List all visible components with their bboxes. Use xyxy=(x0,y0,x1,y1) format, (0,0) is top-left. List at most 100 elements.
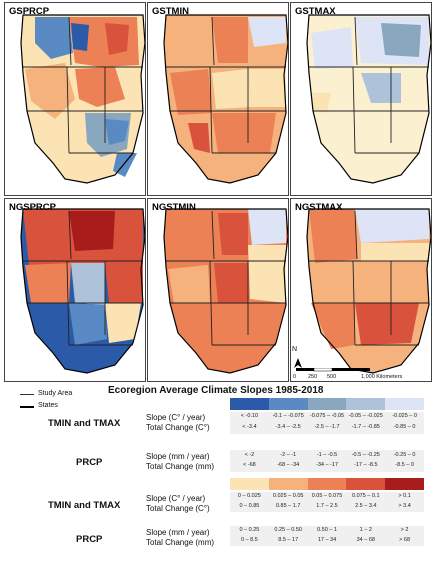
map-grid: GSPRCP GSTMIN xyxy=(4,2,432,384)
map-panel-ngstmax: NGSTMAX xyxy=(290,198,432,382)
cool-prcp-slope: -0.25 – 0 xyxy=(393,452,416,458)
cool-prcp-total-label: Total Change (mm) xyxy=(146,462,215,471)
cool-temp-slope: -0.025 – 0 xyxy=(392,413,417,419)
states-swatch xyxy=(20,406,34,408)
warm-temp-total: 0 – 0.85 xyxy=(239,503,260,509)
warm-swatch-3 xyxy=(307,478,347,490)
warm-temp-slope: 0.05 – 0.075 xyxy=(311,493,343,499)
warm-swatch-1 xyxy=(230,478,269,490)
warm-prcp-slope: 0.25 – 0.50 xyxy=(274,527,302,533)
map-panel-gsprcp: GSPRCP xyxy=(4,2,146,196)
cool-swatch-3 xyxy=(307,398,347,410)
panel-title: NGSPRCP xyxy=(9,202,56,213)
cool-prcp-slope: -1 – -0.5 xyxy=(316,452,338,458)
map-panel-ngstmin: NGSTMIN xyxy=(147,198,289,382)
panel-title: GSTMAX xyxy=(295,6,336,17)
warm-prcp-total: 8.5 – 17 xyxy=(278,537,299,543)
cool-temp-total-label: Total Change (C°) xyxy=(146,423,210,432)
cool-temp-slope: < -0.10 xyxy=(240,413,259,419)
ngstmax-map xyxy=(306,208,431,374)
cool-temp-slope: -0.1 – -0.075 xyxy=(272,413,304,419)
cool-prcp-slope: < -2 xyxy=(244,452,255,458)
states-label: States xyxy=(38,402,58,409)
warm-temp-var: TMIN and TMAX xyxy=(48,500,121,511)
cool-swatch-5 xyxy=(385,398,424,410)
cool-swatch-4 xyxy=(346,398,386,410)
gstmin-map xyxy=(163,14,288,184)
scalebar-tick: 500 xyxy=(327,374,337,380)
north-arrow-icon xyxy=(294,358,302,368)
panel-title: GSPRCP xyxy=(9,6,50,17)
cool-temp-slope: -0.05 – -0.025 xyxy=(348,413,383,419)
warm-temp-slope: > 0.1 xyxy=(398,493,411,499)
warm-prcp-var: PRCP xyxy=(76,534,103,545)
scalebar-tick: 250 xyxy=(308,374,318,380)
cool-temp-slope: -0.075 – -0.05 xyxy=(309,413,345,419)
gsprcp-map xyxy=(20,14,145,184)
cool-temp-total: -2.5 – -1.7 xyxy=(314,424,340,430)
warm-temp-total-label: Total Change (C°) xyxy=(146,504,210,513)
warm-temp-total: 2.5 – 3.4 xyxy=(355,503,377,509)
warm-prcp-total: 17 – 34 xyxy=(317,537,337,543)
map-line-legend: Study Area States xyxy=(20,389,120,413)
cool-prcp-total: -8.5 – 0 xyxy=(395,462,414,468)
gstmax-map xyxy=(306,14,431,184)
cool-prcp-slope: -0.5 – -0.25 xyxy=(351,452,380,458)
cool-scale: < -0.10 -0.1 – -0.075 -0.075 – -0.05 -0.… xyxy=(230,398,424,482)
warm-scale: 0 – 0.025 0.025 – 0.05 0.05 – 0.075 0.07… xyxy=(230,478,424,562)
warm-temp-slope: 0.025 – 0.05 xyxy=(272,493,304,499)
cool-temp-total: -0.85 – 0 xyxy=(393,424,416,430)
warm-temp-slope: 0.075 – 0.1 xyxy=(352,493,380,499)
map-panel-gstmax: GSTMAX xyxy=(290,2,432,196)
warm-temp-slope-label: Slope (C° / year) xyxy=(146,494,206,503)
legend-states: States xyxy=(20,401,120,413)
study-area-label: Study Area xyxy=(38,390,73,397)
map-panel-ngsprcp: NGSPRCP xyxy=(4,198,146,382)
cool-temp-total: -3.4 – -2.5 xyxy=(275,424,301,430)
study-area-swatch xyxy=(20,394,34,395)
legend-study-area: Study Area xyxy=(20,389,120,401)
warm-prcp-slope-label: Slope (mm / year) xyxy=(146,528,210,537)
north-label: N xyxy=(292,346,298,353)
north-arrow: N xyxy=(292,346,297,353)
ngsprcp-map xyxy=(20,208,145,374)
warm-swatch-4 xyxy=(346,478,386,490)
cool-color-bar xyxy=(230,398,424,410)
cool-prcp-slope-label: Slope (mm / year) xyxy=(146,452,210,461)
cool-temp-total: -1.7 – -0.85 xyxy=(351,424,380,430)
warm-prcp-total: > 68 xyxy=(399,537,411,543)
cool-prcp-total: -34 – -17 xyxy=(315,462,338,468)
warm-prcp-total: 34 – 68 xyxy=(356,537,375,543)
warm-prcp-slope: 0.50 – 1 xyxy=(317,527,337,533)
cool-temp-slope-label: Slope (C° / year) xyxy=(146,413,206,422)
warm-prcp-slope: 1 – 2 xyxy=(359,527,372,533)
warm-temp-total: > 3.4 xyxy=(398,503,411,509)
scalebar xyxy=(296,368,370,372)
ngstmin-map xyxy=(163,208,288,374)
cool-swatch-1 xyxy=(230,398,269,410)
warm-prcp-total: 0 – 8.5 xyxy=(240,537,258,543)
cool-prcp-total: < -68 xyxy=(243,462,256,468)
panel-title: GSTMIN xyxy=(152,6,189,17)
warm-swatch-5 xyxy=(385,478,424,490)
warm-temp-slope: 0 – 0.025 xyxy=(237,493,261,499)
scalebar-tick: 1,000 Kilometers xyxy=(361,374,403,380)
cool-temp-total: < -3.4 xyxy=(242,424,257,430)
panel-title: NGSTMIN xyxy=(152,202,196,213)
map-panel-gstmin: GSTMIN xyxy=(147,2,289,196)
warm-prcp-total-label: Total Change (mm) xyxy=(146,538,215,547)
warm-temp-total: 1.7 – 2.5 xyxy=(316,503,338,509)
panel-title: NGSTMAX xyxy=(295,202,343,213)
warm-swatch-2 xyxy=(268,478,308,490)
cool-swatch-2 xyxy=(268,398,308,410)
warm-prcp-slope: 0 – 0.25 xyxy=(239,527,260,533)
cool-temp-var: TMIN and TMAX xyxy=(48,418,121,429)
scalebar-tick: 0 xyxy=(293,374,297,380)
warm-temp-total: 0.85 – 1.7 xyxy=(275,503,301,509)
cool-prcp-slope: -2 – -1 xyxy=(280,452,297,458)
warm-prcp-slope: > 2 xyxy=(400,527,409,533)
warm-color-bar xyxy=(230,478,424,490)
cool-prcp-var: PRCP xyxy=(76,457,103,468)
cool-prcp-total: -17 – -8.5 xyxy=(354,462,378,468)
cool-prcp-total: -68 – -34 xyxy=(277,462,300,468)
